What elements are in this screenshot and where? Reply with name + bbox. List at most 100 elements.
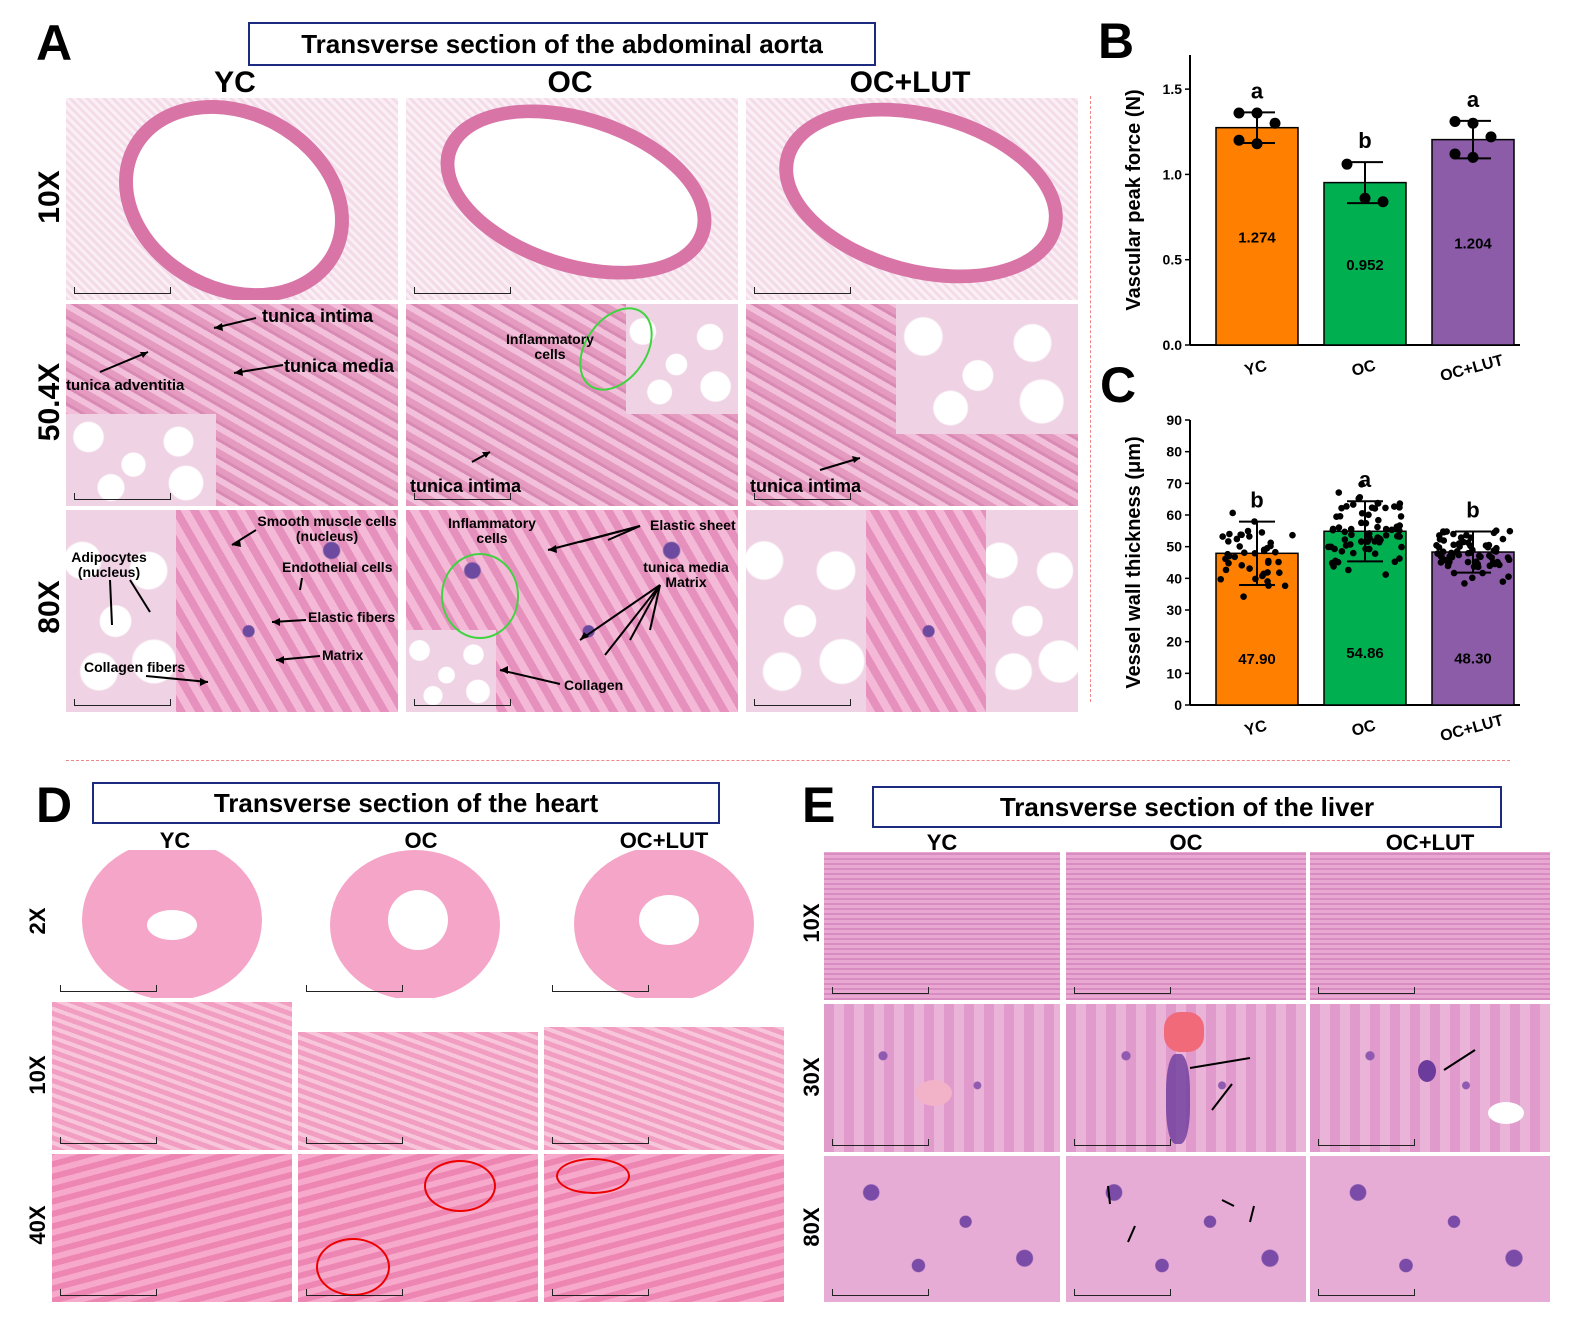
data-point xyxy=(1251,138,1263,150)
liver-oc-80x-image xyxy=(1066,1156,1306,1302)
data-point xyxy=(1382,525,1390,533)
data-point xyxy=(1343,503,1350,510)
data-point xyxy=(1341,536,1349,543)
label-tunica-media-matrix: tunica media Matrix xyxy=(643,559,729,590)
y-tick-label: 1.5 xyxy=(1163,81,1183,97)
data-point xyxy=(1506,527,1514,535)
data-point xyxy=(1491,560,1499,568)
bar-value-label: 47.90 xyxy=(1238,651,1276,668)
data-point xyxy=(1449,116,1461,128)
data-point xyxy=(1349,549,1357,557)
label-adipocytes: Adipocytes (nucleus) xyxy=(71,549,147,580)
data-point xyxy=(1358,480,1365,488)
data-point xyxy=(1391,503,1398,510)
data-point xyxy=(1267,542,1274,550)
data-point xyxy=(1244,527,1252,535)
data-point xyxy=(1449,148,1461,160)
chart-b-peak-force: 0.0 0.5 1.0 1.5 Vascular peak force (N) a 1.27… xyxy=(1123,55,1520,380)
heart-yc-40x-image xyxy=(52,1154,292,1302)
data-point xyxy=(1246,533,1253,540)
data-point xyxy=(1237,531,1244,538)
data-point xyxy=(1382,571,1390,578)
data-point xyxy=(1265,557,1272,565)
data-point xyxy=(1238,562,1246,569)
data-point xyxy=(1467,117,1479,129)
data-point xyxy=(1341,528,1349,536)
label-tunica-intima-yc: tunica intima xyxy=(262,306,374,326)
data-point xyxy=(1241,549,1248,557)
panel-d-title: Transverse section of the heart xyxy=(92,782,720,824)
data-point xyxy=(1335,524,1343,531)
data-point xyxy=(1231,553,1239,561)
data-point xyxy=(1236,543,1244,550)
data-point xyxy=(1499,578,1507,585)
data-point xyxy=(1469,574,1476,582)
data-point xyxy=(1391,558,1399,566)
data-point xyxy=(1440,528,1448,536)
label-tunica-media-yc: tunica media xyxy=(284,356,395,376)
data-point xyxy=(1328,559,1336,567)
x-tick-label: OC xyxy=(1350,357,1378,380)
y-tick-label: 0.0 xyxy=(1163,337,1183,353)
y-axis-label: Vessel wall thickness (μm) xyxy=(1123,436,1145,688)
aorta-oc-10x-image xyxy=(406,98,738,300)
label-elastic-fibers: Elastic fibers xyxy=(308,609,396,625)
data-point xyxy=(1258,529,1266,536)
label-tunica-adventitia-yc: tunica adventitia xyxy=(66,377,185,394)
data-point xyxy=(1450,530,1457,538)
data-point xyxy=(1490,547,1498,554)
x-tick-label: OC xyxy=(1350,717,1378,740)
data-point xyxy=(1338,548,1346,555)
bar xyxy=(1431,138,1515,346)
y-axis-label: Vascular peak force (N) xyxy=(1123,89,1145,310)
data-point xyxy=(1219,533,1226,540)
label-collagen: Collagen xyxy=(564,677,624,693)
bar-value-label: 1.274 xyxy=(1238,229,1276,246)
data-point xyxy=(1371,505,1379,512)
lesion-circle xyxy=(556,1158,630,1194)
data-point xyxy=(1359,192,1371,204)
data-point xyxy=(1376,538,1383,546)
data-point xyxy=(1276,569,1283,576)
data-point xyxy=(1474,560,1481,568)
data-point xyxy=(1233,107,1245,119)
panel-a-col-yc: YC xyxy=(214,66,256,99)
panel-letter-c: C xyxy=(1100,357,1137,413)
label-endothelial-cells: Endothelial cells xyxy=(282,559,393,575)
heart-yc-2x-image xyxy=(52,850,292,998)
data-point xyxy=(1484,543,1492,551)
data-point xyxy=(1225,552,1233,560)
data-point xyxy=(1225,538,1232,545)
panel-d-col-lut: OC+LUT xyxy=(619,828,709,853)
data-point xyxy=(1397,513,1405,520)
data-point xyxy=(1246,565,1253,572)
x-tick-label: YC xyxy=(1243,717,1269,739)
data-point xyxy=(1272,548,1279,556)
heart-lut-40x-image xyxy=(544,1154,784,1302)
data-point xyxy=(1436,536,1444,543)
y-tick-label: 60 xyxy=(1166,507,1182,523)
aorta-yc-80x-image xyxy=(66,510,398,712)
lesion-circle xyxy=(424,1160,496,1212)
data-point xyxy=(1349,501,1357,508)
label-inflammatory-cells-oc-504: Inflammatory cells xyxy=(506,331,594,362)
data-point xyxy=(1347,525,1355,533)
data-point xyxy=(1485,131,1497,143)
y-tick-label: 70 xyxy=(1166,475,1182,491)
data-point xyxy=(1463,531,1470,539)
data-point xyxy=(1289,531,1296,539)
y-tick-label: 20 xyxy=(1166,634,1182,650)
data-point xyxy=(1329,525,1337,533)
heart-oc-10x-image xyxy=(298,1002,538,1150)
panel-e-title: Transverse section of the liver xyxy=(872,786,1502,828)
data-point xyxy=(1464,558,1472,566)
horizontal-separator xyxy=(66,760,1510,761)
data-point xyxy=(1444,562,1452,570)
liver-yc-10x-image xyxy=(824,852,1060,1000)
data-point xyxy=(1505,556,1513,564)
data-point xyxy=(1396,533,1403,540)
heart-oc-2x-image xyxy=(298,850,538,998)
data-point xyxy=(1335,489,1343,496)
data-point xyxy=(1456,543,1463,550)
